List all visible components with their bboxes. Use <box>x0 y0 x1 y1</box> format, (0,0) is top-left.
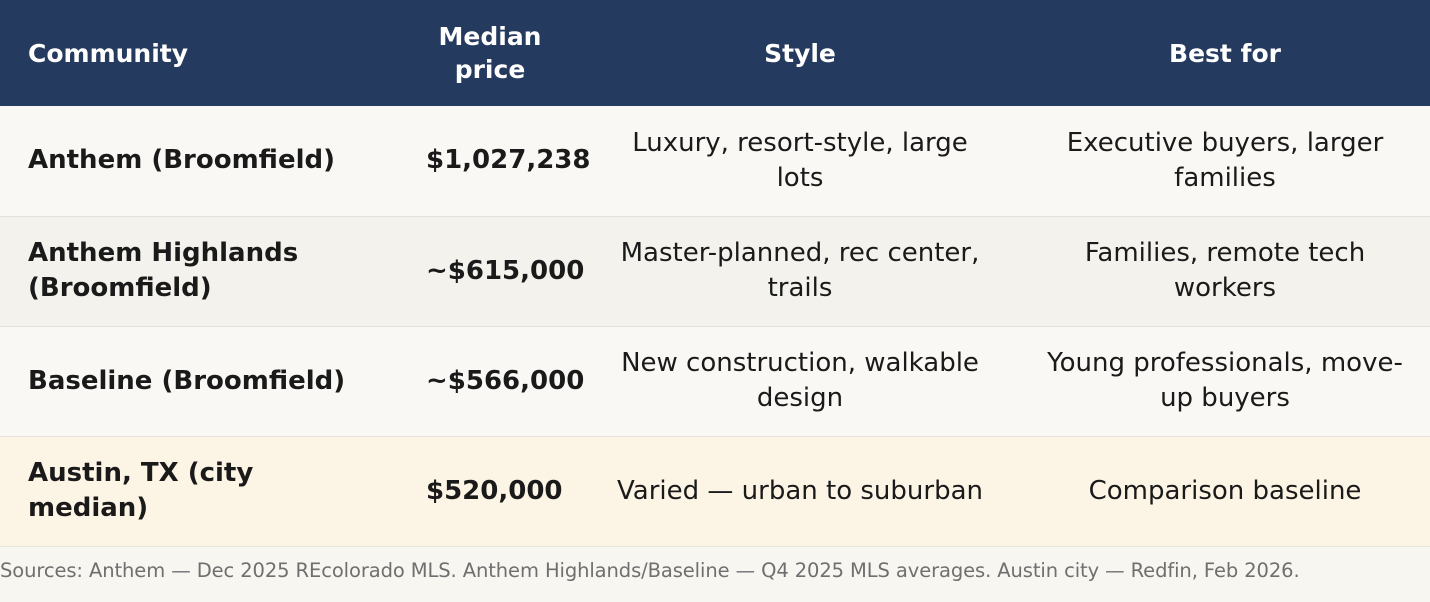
cell-community: Austin, TX (city median) <box>28 458 254 523</box>
cell-best-for: Comparison baseline <box>1088 475 1362 506</box>
header-best-for: Best for <box>1169 38 1281 68</box>
cell-median-price: $1,027,238 <box>426 145 591 176</box>
community-comparison-table: Community Median price Style Best for An… <box>0 0 1430 546</box>
header-median-price-label: Median price <box>438 22 542 84</box>
header-style: Style <box>764 38 836 68</box>
cell-median-price: $520,000 <box>426 475 563 506</box>
cell-community: Baseline (Broomfield) <box>28 365 346 396</box>
cell-median-price: ~$566,000 <box>426 365 585 396</box>
table-header-row: Community Median price Style Best for <box>0 0 1430 106</box>
cell-best-for: Executive buyers, larger families <box>1066 127 1384 193</box>
cell-style: Varied — urban to suburban <box>617 475 983 506</box>
cell-style: Luxury, resort-style, large lots <box>632 127 968 193</box>
cell-style: New construction, walkable design <box>621 348 979 413</box>
header-community: Community <box>28 38 189 68</box>
cell-best-for: Young professionals, move-up buyers <box>1047 348 1403 413</box>
header-median-price: Median price <box>400 0 580 106</box>
table-row: Anthem (Broomfield) $1,027,238 Luxury, r… <box>0 106 1430 216</box>
cell-median-price: ~$615,000 <box>426 255 585 286</box>
cell-best-for: Families, remote tech workers <box>1084 238 1366 303</box>
table-row: Baseline (Broomfield) ~$566,000 New cons… <box>0 326 1430 436</box>
table-row-highlighted: Austin, TX (city median) $520,000 Varied… <box>0 436 1430 546</box>
table-row: Anthem Highlands (Broomfield) ~$615,000 … <box>0 216 1430 326</box>
cell-style: Master-planned, rec center, trails <box>620 238 980 303</box>
cell-community: Anthem (Broomfield) <box>28 145 335 176</box>
cell-community: Anthem Highlands (Broomfield) <box>28 238 299 303</box>
sources-footnote: Sources: Anthem — Dec 2025 REcolorado ML… <box>0 558 1300 582</box>
